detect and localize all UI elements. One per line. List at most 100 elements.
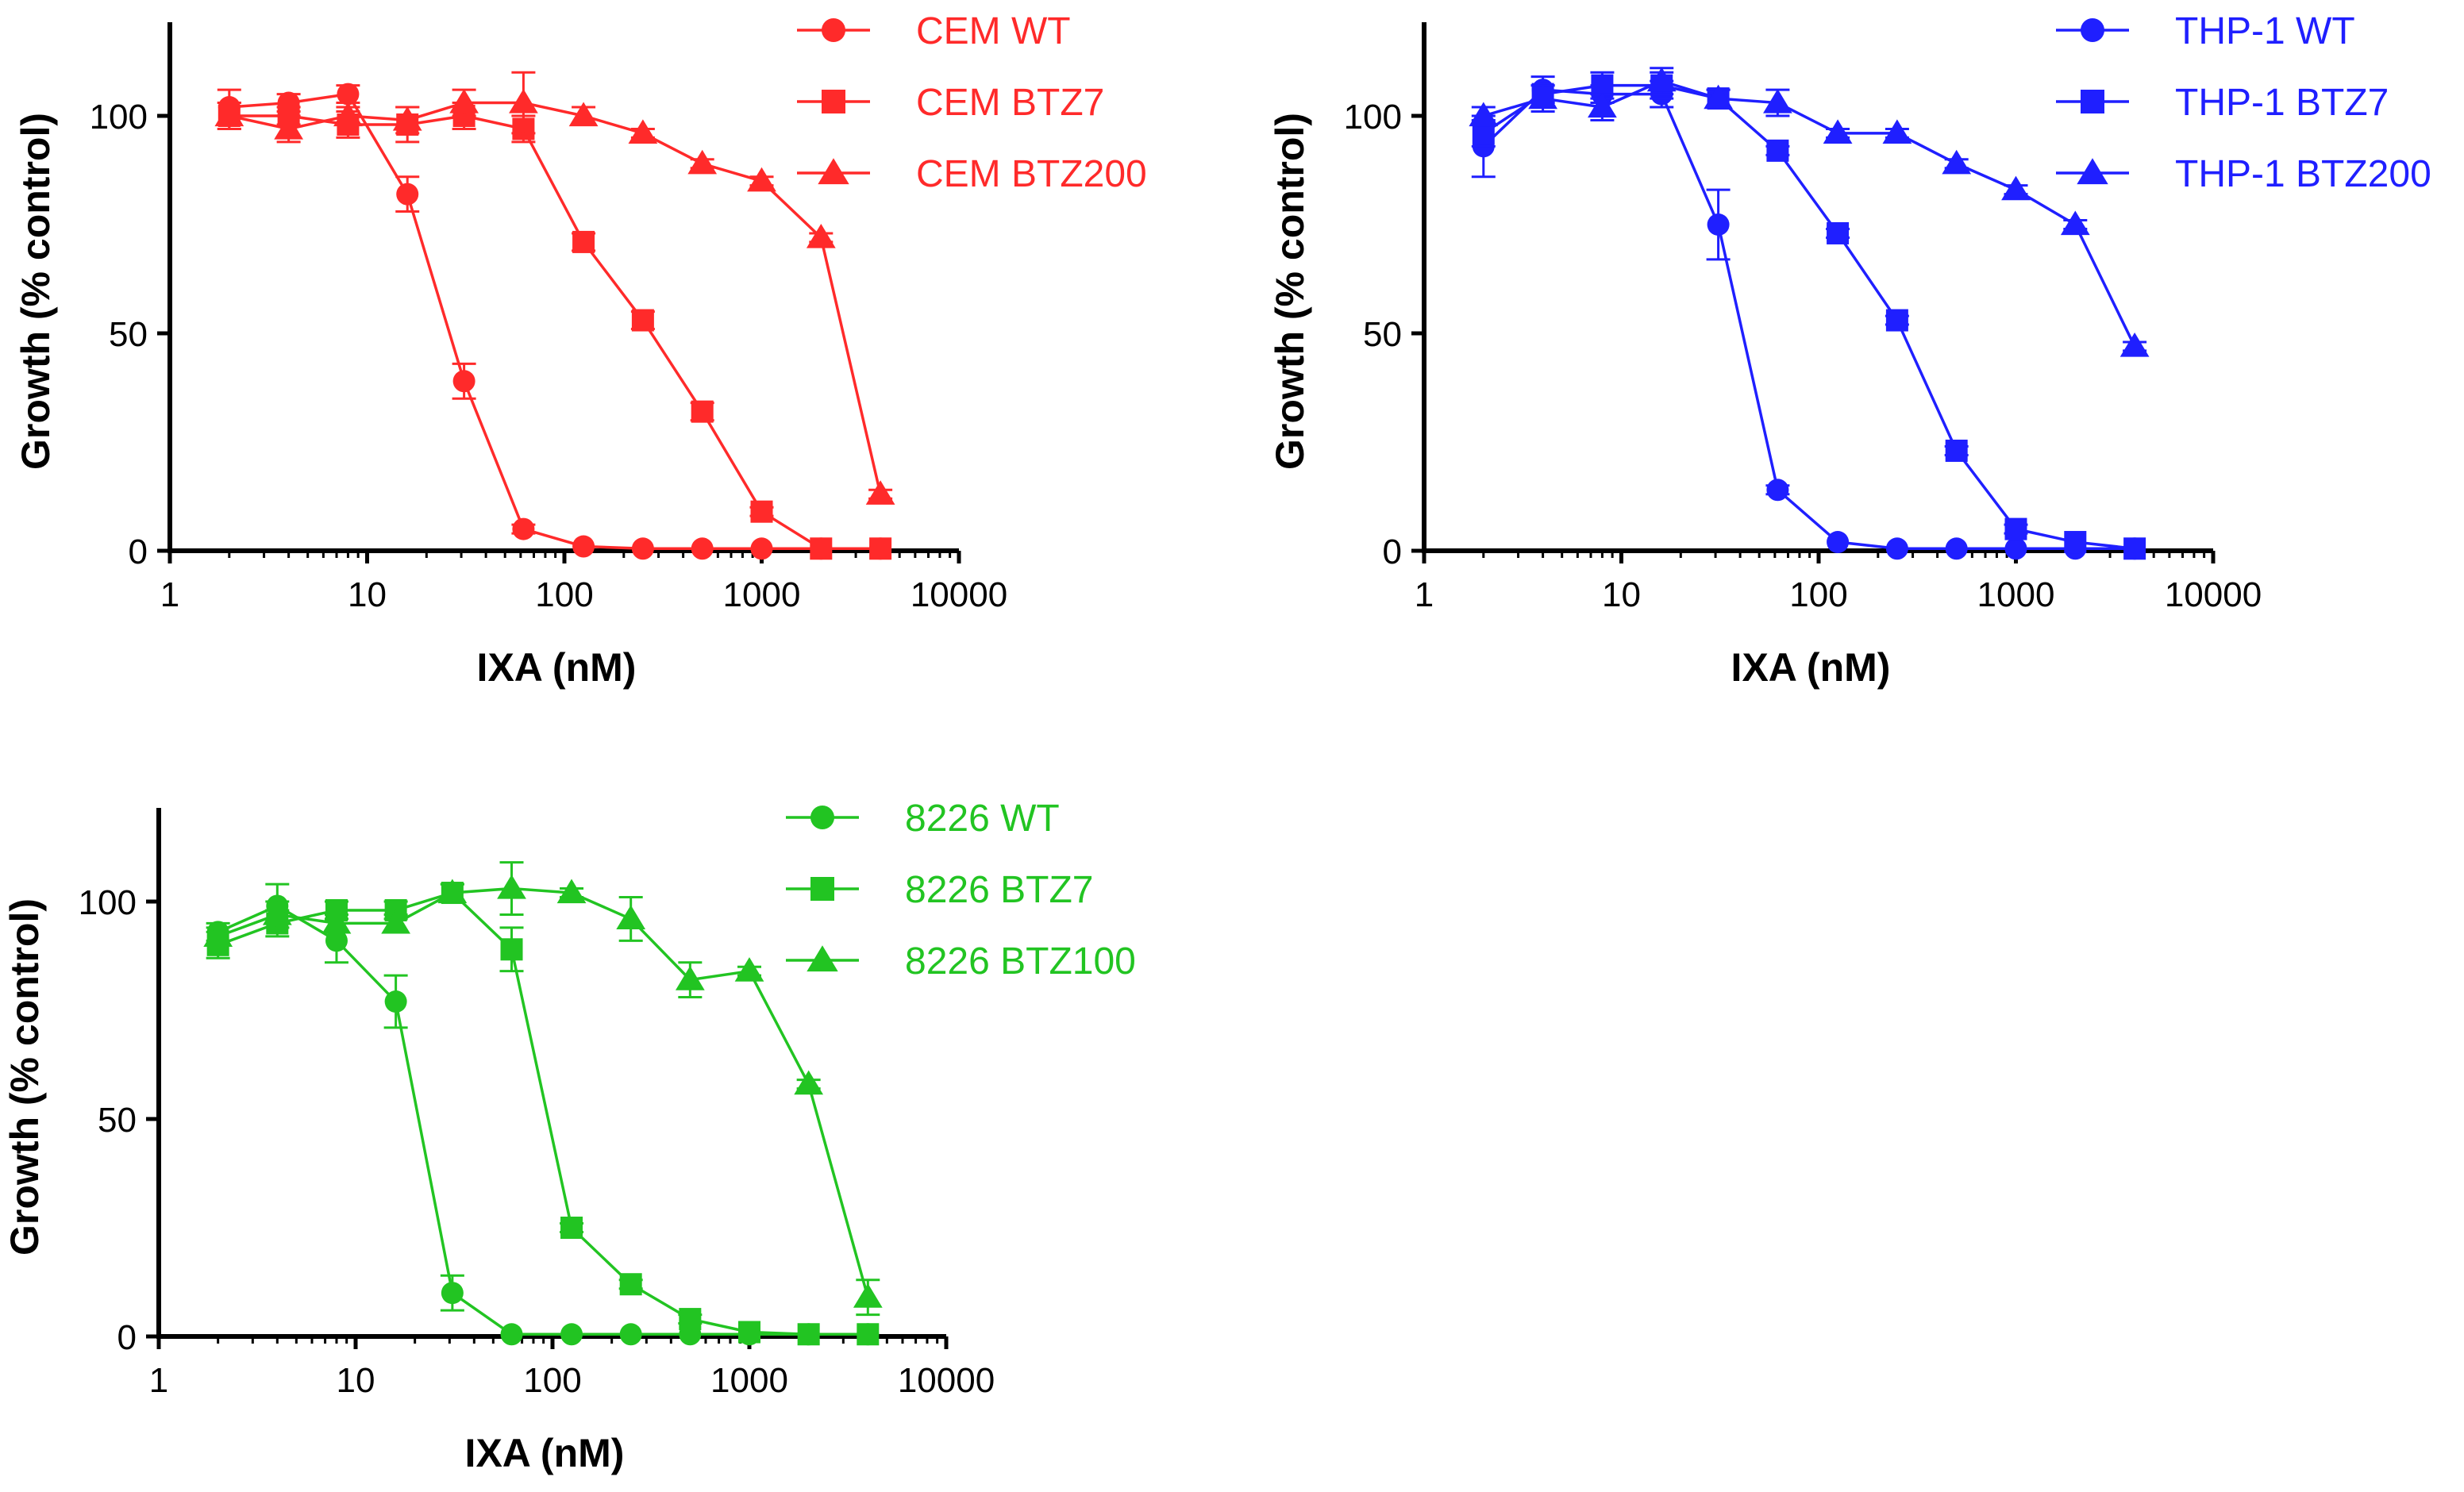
x-tick-label: 1 <box>149 1361 168 1400</box>
data-point <box>572 230 595 253</box>
x-tick-label: 10000 <box>2165 575 2262 614</box>
data-point <box>675 966 705 990</box>
series-wt <box>1471 75 2146 560</box>
y-tick-label: 0 <box>1383 533 1402 571</box>
data-point <box>747 167 776 192</box>
data-point <box>560 1323 583 1346</box>
y-tick-label: 100 <box>1344 98 1402 137</box>
data-point <box>1763 89 1792 113</box>
y-axis-title: Growth (% control) <box>2 898 47 1256</box>
x-tick-label: 1 <box>1415 575 1434 614</box>
data-point <box>869 537 892 560</box>
x-tick-label: 10 <box>337 1361 375 1400</box>
series-btzhigh <box>203 861 883 1317</box>
data-point <box>509 89 538 113</box>
legend-marker <box>810 877 834 901</box>
data-point <box>500 1323 523 1346</box>
data-point <box>794 1070 824 1095</box>
data-point <box>572 535 595 558</box>
x-tick-label: 10 <box>348 575 387 614</box>
data-point <box>616 905 646 930</box>
y-axis-title: Growth (% control) <box>13 113 58 470</box>
data-point <box>203 922 233 947</box>
data-point <box>806 223 836 248</box>
data-point <box>449 89 479 113</box>
data-point <box>2119 332 2150 357</box>
y-tick-label: 100 <box>90 98 148 137</box>
data-point <box>325 929 348 952</box>
legend-marker <box>818 158 849 185</box>
data-point <box>262 900 292 925</box>
data-point <box>392 106 422 131</box>
data-point <box>556 879 587 904</box>
series-wt <box>206 883 880 1346</box>
data-point <box>568 102 599 127</box>
data-point <box>214 102 244 127</box>
series-btzhigh <box>1469 67 2150 357</box>
data-point <box>1528 84 1557 110</box>
legend-label: CEM BTZ200 <box>916 153 1147 195</box>
series-line <box>218 891 868 1336</box>
x-tick-label: 1000 <box>1977 575 2055 614</box>
data-point <box>500 938 523 961</box>
data-point <box>2004 537 2027 560</box>
y-axis-title: Growth (% control) <box>1268 113 1312 470</box>
data-point <box>619 1273 642 1296</box>
data-point <box>750 500 773 523</box>
data-point <box>1588 93 1617 118</box>
x-tick-label: 10000 <box>898 1361 995 1400</box>
data-point <box>857 1323 880 1346</box>
data-point <box>1704 84 1733 110</box>
legend: THP-1 WT THP-1 BTZ7 THP-1 BTZ200 <box>2056 10 2431 195</box>
y-tick-label: 50 <box>1363 315 1402 354</box>
data-point <box>512 517 535 540</box>
x-tick-label: 10 <box>1602 575 1641 614</box>
series-wt <box>217 83 892 560</box>
data-point <box>865 480 895 505</box>
legend-label: 8226 BTZ100 <box>905 940 1136 982</box>
data-point <box>1885 537 1908 560</box>
series-btz7 <box>1471 71 2146 560</box>
x-tick-label: 10000 <box>911 575 1007 614</box>
series-line <box>229 114 881 551</box>
data-point <box>750 537 773 560</box>
legend-label: THP-1 WT <box>2175 10 2355 52</box>
chart-panel-bottom-left: 1 10 100 1000 10000 0 50 100 IXA (nM) Growth (% c… <box>2 798 1136 1475</box>
legend-label: 8226 BTZ7 <box>905 869 1093 911</box>
data-point <box>1942 149 1972 175</box>
data-point <box>1882 119 1912 144</box>
data-point <box>619 1323 642 1346</box>
data-point <box>384 990 407 1013</box>
series-line <box>218 886 869 1298</box>
legend: 8226 WT 8226 BTZ7 8226 BTZ100 <box>786 798 1136 982</box>
legend-marker <box>822 90 845 113</box>
series-line <box>229 92 881 551</box>
data-point <box>437 879 468 904</box>
data-point <box>797 1323 820 1346</box>
data-point <box>2004 517 2027 540</box>
data-point <box>631 309 654 332</box>
data-point <box>441 1282 464 1305</box>
x-tick-label: 1000 <box>723 575 801 614</box>
y-tick-label: 0 <box>129 533 148 571</box>
data-point <box>679 1308 702 1331</box>
data-point <box>628 119 658 144</box>
series-line <box>229 101 882 495</box>
data-point <box>1823 119 1853 144</box>
x-tick-label: 1 <box>160 575 179 614</box>
series-line <box>1482 88 2135 551</box>
data-point <box>274 114 303 140</box>
legend-marker <box>2081 18 2104 42</box>
legend-label: THP-1 BTZ200 <box>2175 153 2431 195</box>
legend-marker <box>822 18 845 42</box>
data-point <box>396 183 419 206</box>
legend-marker <box>2077 158 2108 185</box>
legend-marker <box>810 806 834 829</box>
data-point <box>497 875 526 899</box>
data-point <box>810 537 833 560</box>
data-point <box>1646 67 1677 92</box>
data-point <box>1827 221 1850 244</box>
x-tick-label: 1000 <box>710 1361 788 1400</box>
data-point <box>691 400 714 423</box>
